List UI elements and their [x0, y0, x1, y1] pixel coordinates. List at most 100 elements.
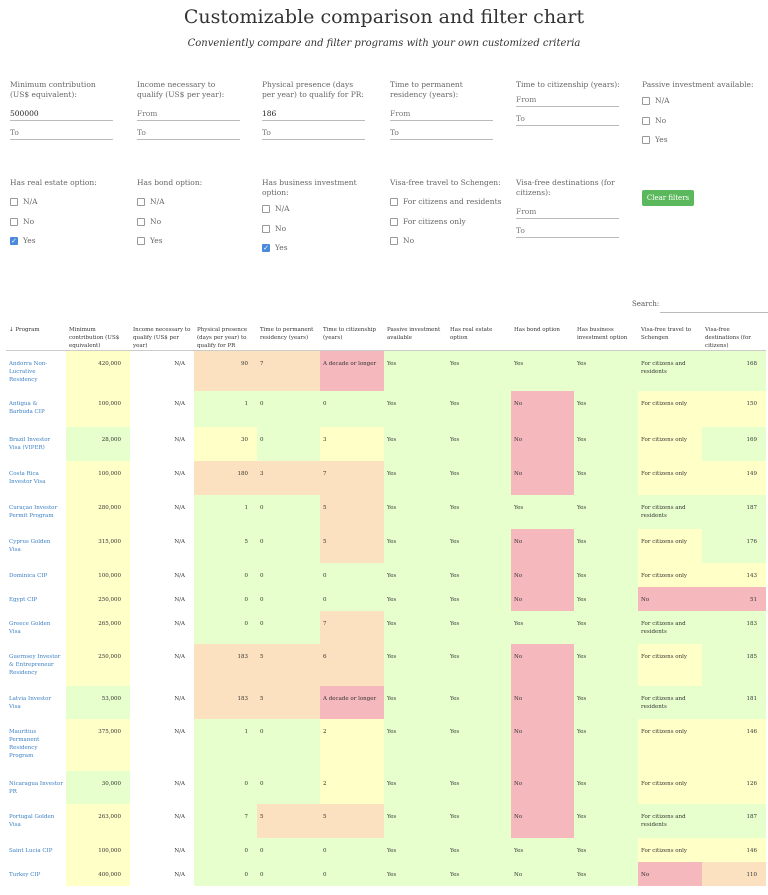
checkbox[interactable] [642, 116, 650, 125]
table-cell: A decade or longer [320, 350, 384, 391]
table-cell: N/A [130, 528, 194, 563]
checkbox[interactable] [10, 198, 18, 206]
column-header[interactable]: Income necessary to qualify (US$ per yea… [130, 317, 194, 351]
presence-to-input[interactable] [262, 125, 365, 140]
real-estate-option-na[interactable]: N/A [10, 197, 120, 207]
table-cell: 7 [257, 350, 320, 391]
program-link[interactable]: Egypt CIP [6, 586, 66, 611]
table-row: Antigua & Barbuda CIP 100,000 N/A 1 0 0 Yes Yes… [6, 390, 766, 427]
table-cell: 183 [702, 610, 766, 644]
program-link[interactable]: Saint Lucia CIP [6, 837, 66, 862]
bond-option-no[interactable]: No [137, 217, 247, 227]
program-link[interactable]: Curaçao Investor Permit Program [6, 494, 66, 529]
passive-option-yes[interactable]: Yes [642, 135, 767, 145]
table-cell: 53,000 [66, 685, 130, 719]
business-option-no[interactable]: No [262, 224, 372, 234]
schengen-option-citizens-only[interactable]: For citizens only [390, 217, 510, 227]
program-link[interactable]: Costa Rica Investor Visa [6, 460, 66, 495]
program-link[interactable]: Brazil Investor Visa (VIPER) [6, 426, 66, 461]
column-header-label: Time to citizenship (years) [323, 327, 377, 341]
search-input[interactable] [660, 296, 768, 313]
business-option-na[interactable]: N/A [262, 204, 372, 214]
program-link[interactable]: Mauritius Permanent Residency Program [6, 718, 66, 771]
checkbox[interactable] [262, 224, 270, 233]
program-link[interactable]: Dominica CIP [6, 562, 66, 587]
table-cell: N/A [130, 494, 194, 529]
table-cell: Yes [574, 643, 638, 686]
filter-bond: Has bond option: N/A No Yes [137, 178, 247, 256]
presence-from-input[interactable] [262, 106, 365, 121]
checkbox-checked[interactable]: ✓ [262, 244, 270, 252]
real-estate-option-no[interactable]: No [10, 217, 120, 227]
search-label: Search: [632, 300, 660, 308]
business-option-yes[interactable]: ✓ Yes [262, 243, 288, 252]
program-link[interactable]: Andorra Non-Lucrative Residency [6, 350, 66, 391]
income-to-input[interactable] [137, 125, 240, 140]
table-cell: 30,000 [66, 770, 130, 804]
column-header[interactable]: Passive investment available [384, 317, 447, 351]
table-cell: 0 [257, 861, 320, 886]
program-link[interactable]: Turkey CIP [6, 861, 66, 886]
checkbox[interactable] [390, 217, 398, 226]
table-cell: For citizens and residents [638, 685, 702, 719]
column-header[interactable]: Visa-free travel to Schengen [638, 317, 702, 351]
column-header[interactable]: Time to permanent residency (years) [257, 317, 320, 351]
table-cell: 6 [320, 643, 384, 686]
table-cell: Yes [384, 861, 447, 886]
income-from-input[interactable] [137, 106, 240, 121]
passive-option-na[interactable]: N/A [642, 96, 767, 106]
time-pr-to-input[interactable] [390, 125, 493, 140]
schengen-option-citizens-residents[interactable]: For citizens and residents [390, 197, 510, 207]
table-cell: Yes [447, 562, 511, 587]
table-cell: 265,000 [66, 610, 130, 644]
column-header[interactable]: Time to citizenship (years) [320, 317, 384, 351]
table-cell: 250,000 [66, 586, 130, 611]
checkbox[interactable] [390, 237, 398, 245]
visa-free-to-input[interactable] [516, 223, 619, 238]
column-header[interactable]: Has bond option [511, 317, 574, 351]
bond-option-yes[interactable]: Yes [137, 236, 247, 246]
table-cell: No [511, 390, 574, 427]
table-cell: For citizens and residents [638, 803, 702, 838]
program-link[interactable]: Portugal Golden Visa [6, 803, 66, 838]
program-link[interactable]: Greece Golden Visa [6, 610, 66, 644]
checkbox[interactable] [10, 217, 18, 226]
table-cell: 1 [194, 494, 257, 529]
schengen-option-no[interactable]: No [390, 236, 510, 246]
program-link[interactable]: Nicaragua Investor PR [6, 770, 66, 804]
time-cit-from-input[interactable] [516, 92, 619, 107]
table-cell: Yes [574, 426, 638, 461]
time-pr-from-input[interactable] [390, 106, 493, 121]
column-header[interactable]: ↓ Program [6, 317, 66, 351]
program-link[interactable]: Antigua & Barbuda CIP [6, 390, 66, 427]
checkbox[interactable] [390, 198, 398, 206]
min-contribution-from-input[interactable] [10, 106, 113, 121]
column-header[interactable]: Physical presence (days per year) to qua… [194, 317, 257, 351]
program-link[interactable]: Cyprus Golden Visa [6, 528, 66, 563]
filter-presence: Physical presence (days per year) to qua… [262, 80, 367, 144]
passive-option-no[interactable]: No [642, 116, 767, 126]
table-cell: 176 [702, 528, 766, 563]
checkbox[interactable] [262, 205, 270, 213]
checkbox[interactable] [642, 136, 650, 144]
table-cell: 143 [702, 562, 766, 587]
checkbox[interactable] [137, 237, 145, 245]
column-header[interactable]: Visa-free destinations (for citizens) [702, 317, 766, 351]
column-header[interactable]: Has business investment option [574, 317, 638, 351]
column-header[interactable]: Minimum contribution (US$ equivalent) [66, 317, 130, 351]
checkbox[interactable] [642, 97, 650, 105]
program-link[interactable]: Latvia Investor Visa [6, 685, 66, 719]
clear-filters-button[interactable]: Clear filters [642, 190, 694, 206]
time-cit-to-input[interactable] [516, 111, 619, 126]
column-header[interactable]: Has real estate option [447, 317, 511, 351]
real-estate-option-yes[interactable]: ✓ Yes [10, 236, 36, 245]
program-link[interactable]: Guernsey Investor & Entrepreneur Residen… [6, 643, 66, 686]
table-cell: Yes [574, 460, 638, 495]
bond-option-na[interactable]: N/A [137, 197, 247, 207]
checkbox[interactable] [137, 198, 145, 206]
min-contribution-to-input[interactable] [10, 125, 113, 140]
column-header-label: Program [15, 327, 40, 333]
visa-free-from-input[interactable] [516, 204, 619, 219]
checkbox-checked[interactable]: ✓ [10, 237, 18, 245]
checkbox[interactable] [137, 217, 145, 226]
